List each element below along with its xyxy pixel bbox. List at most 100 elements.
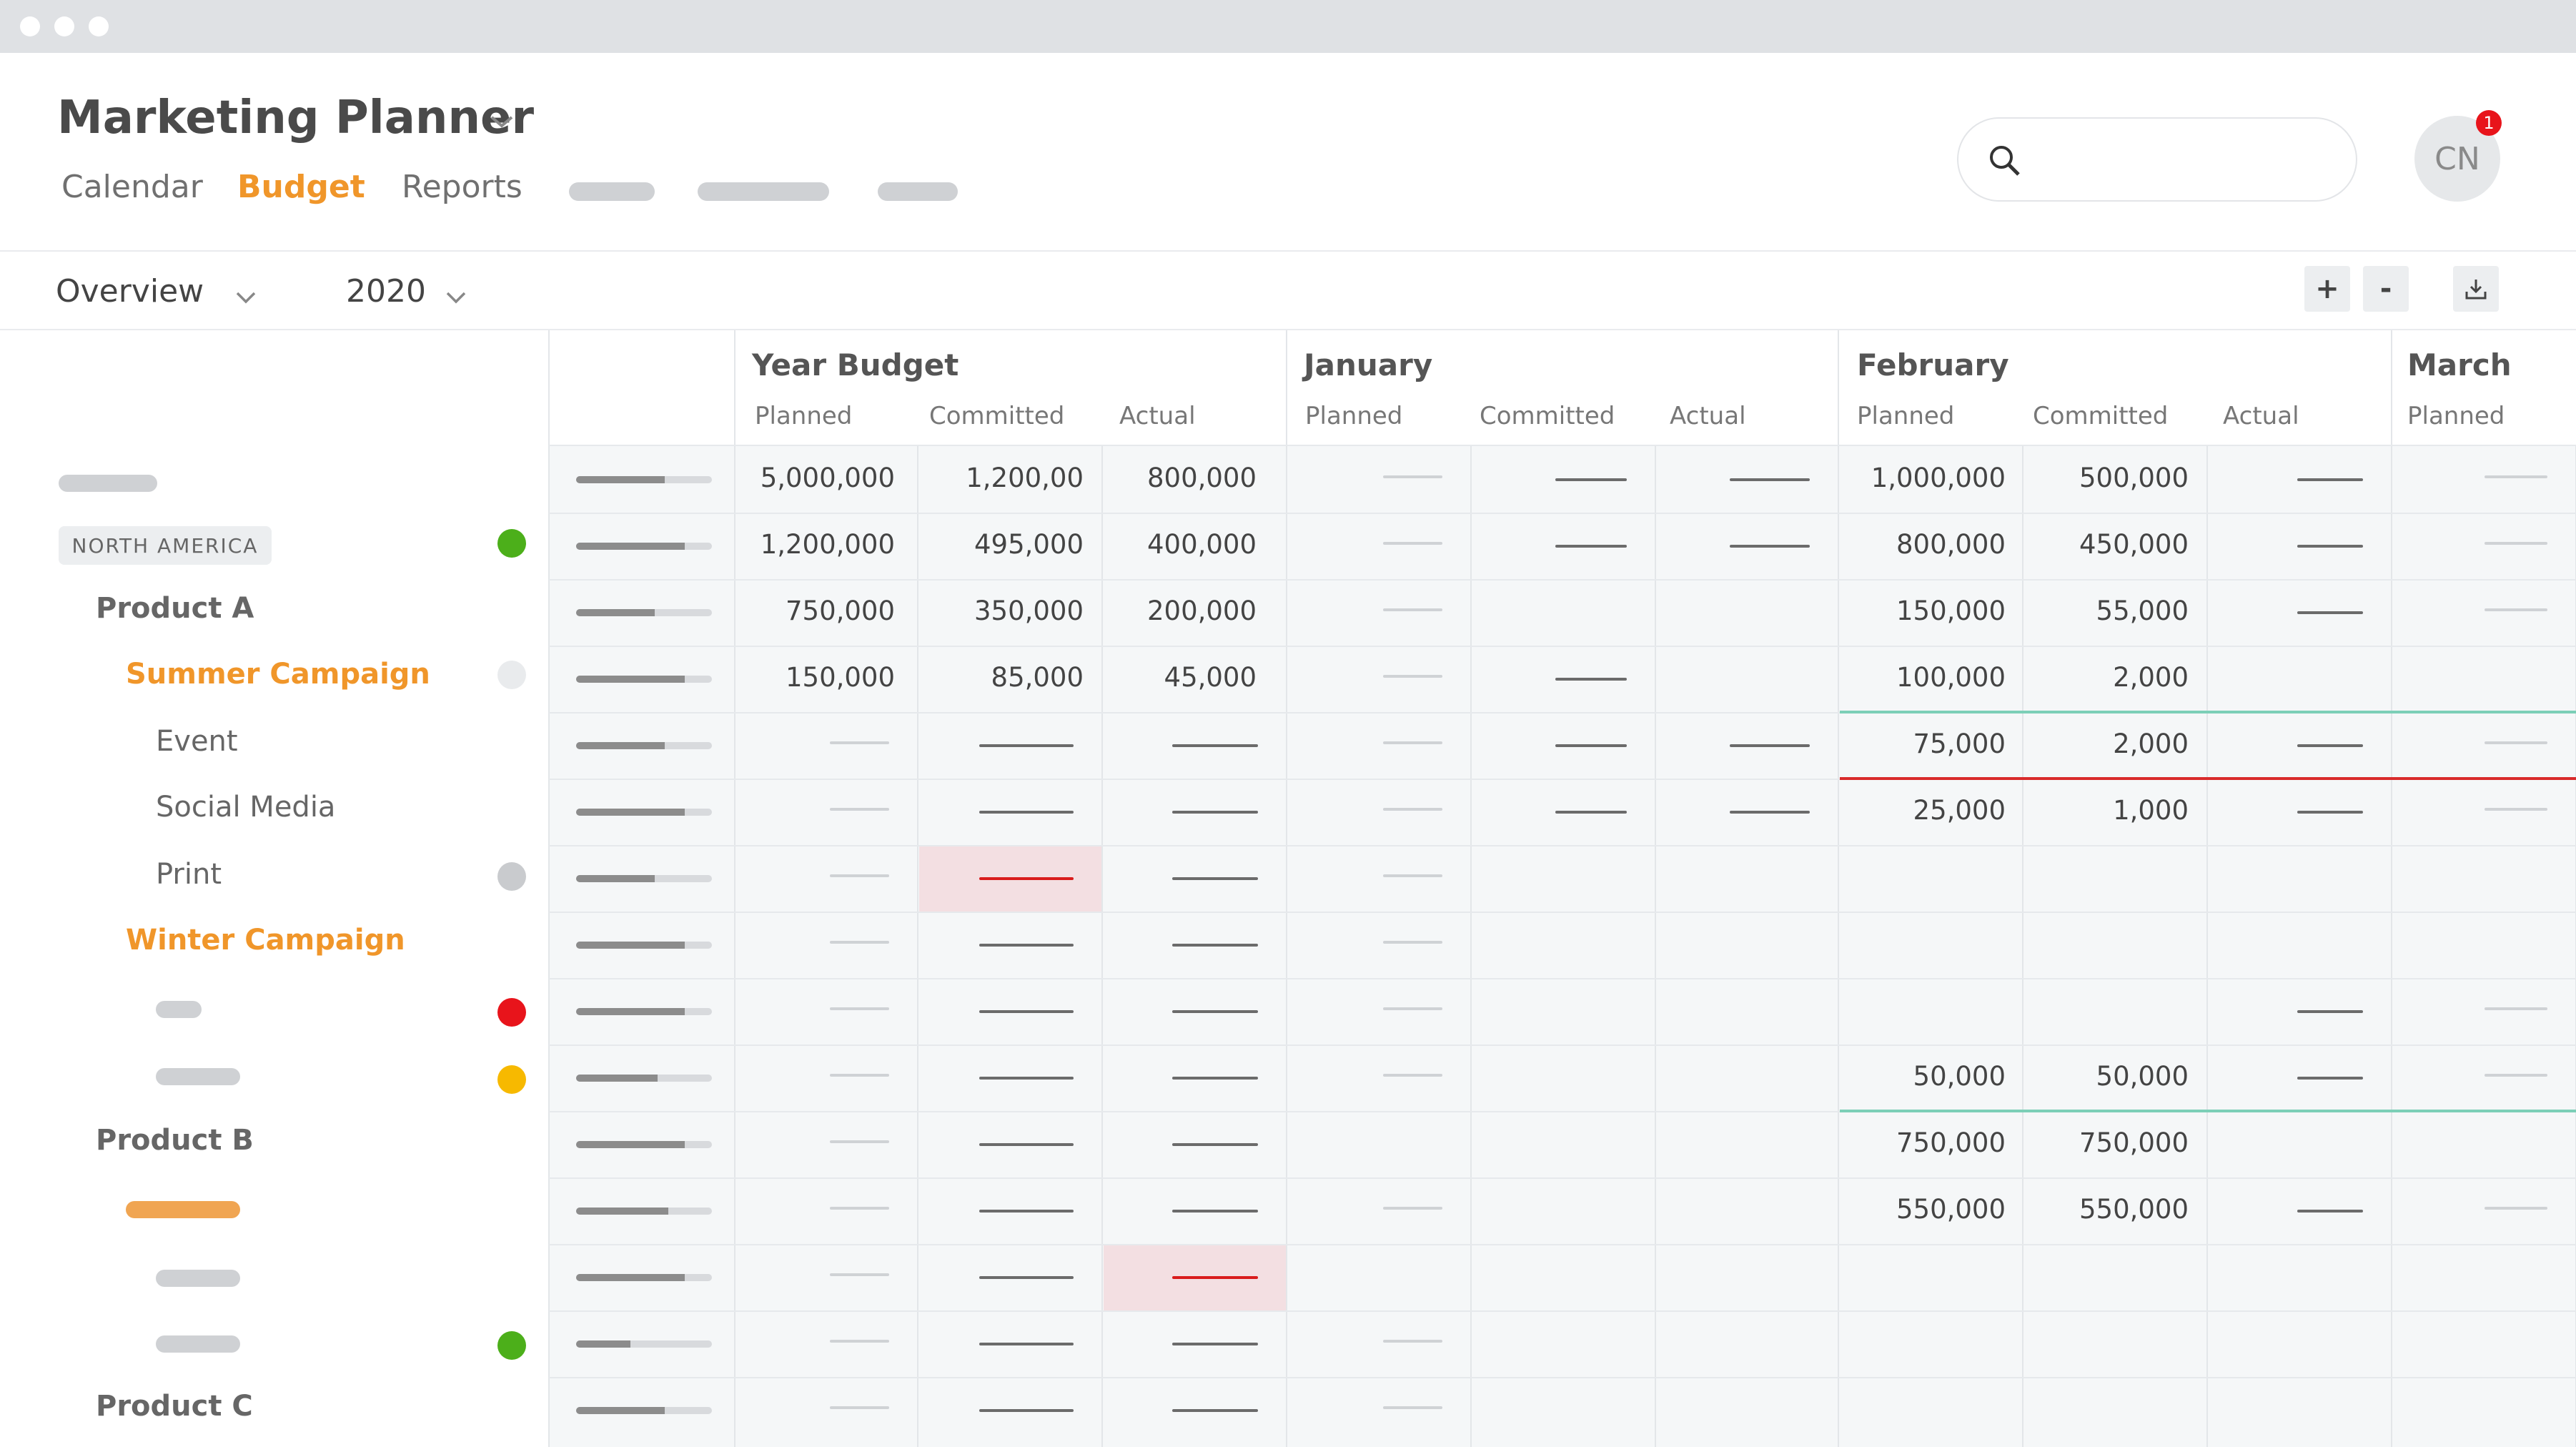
sidebar-placeholder-3[interactable] — [156, 1270, 240, 1287]
tab-placeholder-3[interactable] — [878, 182, 958, 201]
empty-value-dash — [979, 876, 1074, 880]
view-chevron-down-icon[interactable] — [233, 285, 259, 310]
empty-value-dash — [1730, 478, 1810, 481]
tab-budget[interactable]: Budget — [237, 169, 365, 205]
row-progress-fill — [576, 475, 665, 483]
search-input[interactable] — [1957, 117, 2357, 202]
budget-value-cell[interactable]: 800,000 — [1146, 462, 1257, 493]
window-titlebar — [0, 0, 2576, 53]
budget-value-cell[interactable]: 1,200,00 — [966, 462, 1084, 493]
budget-value-cell[interactable]: 495,000 — [974, 528, 1084, 560]
budget-value-cell[interactable]: 800,000 — [1896, 528, 2006, 560]
budget-value-cell[interactable]: 5,000,000 — [760, 462, 895, 493]
sidebar-item-summer-campaign[interactable]: Summer Campaign — [126, 658, 430, 691]
sidebar-placeholder-2[interactable] — [156, 1068, 240, 1085]
column-divider — [2391, 330, 2392, 1447]
budget-value-cell[interactable]: 750,000 — [785, 595, 895, 626]
tab-reports[interactable]: Reports — [402, 169, 522, 205]
status-dot-green-2 — [497, 1331, 526, 1360]
sidebar-item-product-a[interactable]: Product A — [96, 592, 254, 625]
status-dot-empty — [497, 661, 526, 689]
empty-value-dash — [979, 1009, 1074, 1013]
sidebar-item-product-c[interactable]: Product C — [96, 1390, 253, 1423]
sidebar-item-print[interactable]: Print — [156, 858, 222, 891]
status-dot-red — [497, 998, 526, 1027]
empty-value-dash — [2297, 1076, 2363, 1080]
budget-value-cell[interactable]: 500,000 — [2079, 462, 2189, 493]
budget-value-cell[interactable]: 25,000 — [1913, 794, 2006, 826]
sidebar-item-social-media[interactable]: Social Media — [156, 791, 336, 824]
budget-value-cell[interactable]: 2,000 — [2113, 728, 2189, 759]
budget-value-cell[interactable]: 750,000 — [1896, 1127, 2006, 1158]
view-select[interactable]: Overview — [56, 273, 204, 310]
empty-value-dash — [1383, 608, 1442, 611]
year-select[interactable]: 2020 — [346, 273, 426, 310]
download-button[interactable] — [2453, 266, 2499, 312]
sidebar-placeholder-1[interactable] — [156, 1001, 202, 1018]
tab-placeholder-2[interactable] — [698, 182, 829, 201]
row-progress-bar — [576, 808, 712, 816]
avatar-initials: CN — [2434, 140, 2480, 177]
sidebar-placeholder-orange[interactable] — [126, 1201, 240, 1218]
row-progress-bar — [576, 475, 712, 483]
budget-value-cell[interactable]: 50,000 — [1913, 1060, 2006, 1092]
sidebar-item-product-b[interactable]: Product B — [96, 1124, 254, 1157]
row-progress-fill — [576, 608, 655, 616]
row-progress-fill — [576, 1273, 685, 1281]
budget-value-cell[interactable]: 200,000 — [1146, 595, 1257, 626]
empty-value-dash — [2484, 475, 2547, 478]
budget-value-cell[interactable]: 55,000 — [2096, 595, 2189, 626]
budget-value-cell[interactable]: 400,000 — [1146, 528, 1257, 560]
col-mar-planned: Planned — [2407, 402, 2505, 430]
empty-value-dash — [1172, 1342, 1258, 1345]
row-progress-fill — [576, 542, 685, 550]
budget-value-cell[interactable]: 100,000 — [1896, 661, 2006, 693]
window-maximize-dot[interactable] — [89, 16, 109, 36]
budget-value-cell[interactable]: 1,000 — [2113, 794, 2189, 826]
empty-value-dash — [2484, 741, 2547, 744]
tab-calendar[interactable]: Calendar — [61, 169, 203, 205]
empty-value-dash — [2297, 611, 2363, 614]
budget-value-cell[interactable]: 85,000 — [991, 661, 1084, 693]
budget-value-cell[interactable]: 450,000 — [2079, 528, 2189, 560]
sidebar-item-winter-campaign[interactable]: Winter Campaign — [126, 924, 405, 957]
empty-value-dash — [1383, 1339, 1442, 1343]
col-group-march: March — [2407, 347, 2512, 382]
budget-value-cell[interactable]: 150,000 — [785, 661, 895, 693]
empty-value-dash — [2297, 1209, 2363, 1213]
column-divider — [1470, 446, 1472, 1447]
col-group-february: February — [1857, 347, 2009, 382]
column-divider — [1101, 446, 1103, 1447]
col-jan-planned: Planned — [1305, 402, 1403, 430]
title-chevron-down-icon[interactable] — [487, 107, 516, 136]
budget-value-cell[interactable]: 75,000 — [1913, 728, 2006, 759]
year-chevron-down-icon[interactable] — [443, 285, 469, 310]
zoom-out-button[interactable]: - — [2363, 266, 2409, 312]
window-close-dot[interactable] — [20, 16, 40, 36]
tab-placeholder-1[interactable] — [569, 182, 655, 201]
budget-value-cell[interactable]: 150,000 — [1896, 595, 2006, 626]
empty-value-dash — [1730, 810, 1810, 814]
sidebar-placeholder-top[interactable] — [59, 475, 157, 492]
row-divider — [549, 579, 2576, 581]
sidebar-item-event[interactable]: Event — [156, 725, 238, 758]
budget-value-cell[interactable]: 45,000 — [1164, 661, 1257, 693]
empty-value-dash — [979, 1076, 1074, 1080]
budget-value-cell[interactable]: 1,200,000 — [760, 528, 895, 560]
empty-value-dash — [1172, 1009, 1258, 1013]
sidebar-placeholder-4[interactable] — [156, 1335, 240, 1353]
budget-value-cell[interactable]: 550,000 — [1896, 1193, 2006, 1225]
budget-value-cell[interactable]: 2,000 — [2113, 661, 2189, 693]
budget-value-cell[interactable]: 50,000 — [2096, 1060, 2189, 1092]
budget-value-cell[interactable]: 1,000,000 — [1871, 462, 2006, 493]
row-divider — [549, 513, 2576, 514]
zoom-in-button[interactable]: + — [2304, 266, 2350, 312]
budget-value-cell[interactable]: 350,000 — [974, 595, 1084, 626]
budget-value-cell[interactable]: 750,000 — [2079, 1127, 2189, 1158]
window-minimize-dot[interactable] — [54, 16, 74, 36]
empty-value-dash — [1172, 1209, 1258, 1213]
region-badge[interactable]: NORTH AMERICA — [59, 526, 272, 565]
budget-value-cell[interactable]: 550,000 — [2079, 1193, 2189, 1225]
row-divider — [549, 1111, 2576, 1112]
empty-value-dash — [2297, 1009, 2363, 1013]
